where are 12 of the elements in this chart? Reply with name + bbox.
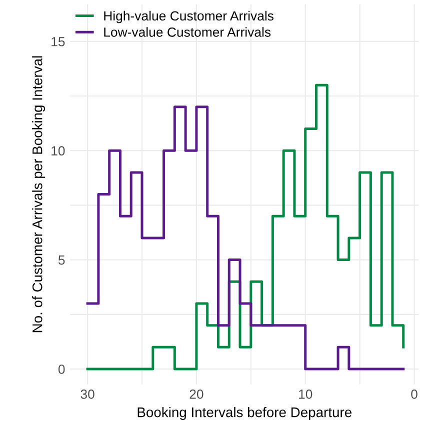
x-tick-label: 0 xyxy=(411,390,418,399)
y-tick-label: 5 xyxy=(58,256,65,265)
x-tick-label: 10 xyxy=(299,390,312,399)
y-axis-title: No. of Customer Arrivals per Booking Interval xyxy=(32,56,46,332)
legend-label: Low-value Customer Arrivals xyxy=(104,27,271,37)
y-tick-label: 10 xyxy=(52,146,65,156)
x-axis-title: Booking Intervals before Departure xyxy=(138,407,352,420)
y-tick-label: 0 xyxy=(58,364,65,374)
x-tick-label: 20 xyxy=(190,390,204,399)
legend-label: High-value Customer Arrivals xyxy=(104,10,274,24)
x-tick-label: 30 xyxy=(80,390,94,399)
y-tick-label: 15 xyxy=(52,37,65,46)
